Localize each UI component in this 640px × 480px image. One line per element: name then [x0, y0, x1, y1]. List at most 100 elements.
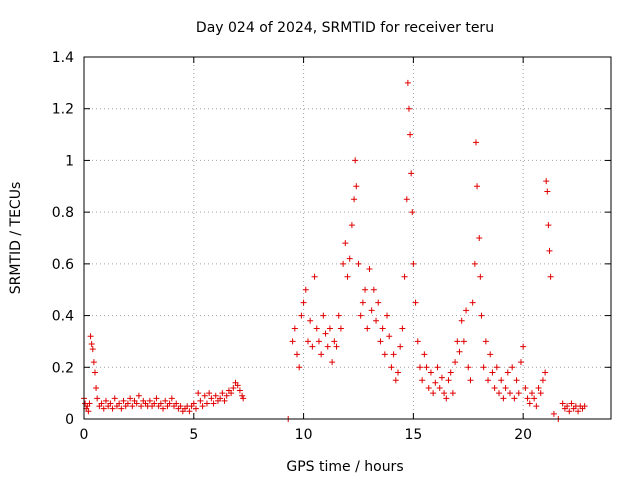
data-point: [326, 325, 333, 332]
data-point: [390, 351, 397, 358]
data-point: [311, 273, 318, 280]
data-point: [419, 377, 426, 384]
data-point: [177, 403, 184, 410]
data-point: [102, 397, 109, 404]
data-point: [477, 273, 484, 280]
data-point: [407, 131, 414, 138]
marker-layer: [81, 79, 588, 422]
data-point: [199, 403, 206, 410]
data-point: [427, 369, 434, 376]
data-point: [434, 364, 441, 371]
data-point: [381, 351, 388, 358]
data-point: [564, 403, 571, 410]
data-point: [489, 369, 496, 376]
data-point: [111, 395, 118, 402]
data-point: [348, 222, 355, 229]
data-point: [146, 397, 153, 404]
data-point: [90, 359, 97, 366]
data-point: [223, 392, 230, 399]
data-point: [504, 369, 511, 376]
data-point: [342, 240, 349, 247]
data-point: [409, 209, 416, 216]
data-point: [568, 400, 575, 407]
data-point: [359, 299, 366, 306]
data-point: [500, 395, 507, 402]
data-point: [219, 390, 226, 397]
data-point: [535, 384, 542, 391]
data-point: [456, 348, 463, 355]
data-point: [201, 392, 208, 399]
data-point: [373, 317, 380, 324]
data-point: [93, 384, 100, 391]
data-point: [340, 260, 347, 267]
data-point: [432, 379, 439, 386]
data-point: [539, 377, 546, 384]
data-point: [463, 307, 470, 314]
data-point: [87, 333, 94, 340]
data-point: [392, 377, 399, 384]
data-point: [293, 351, 300, 358]
data-point: [522, 384, 529, 391]
chart-title: Day 024 of 2024, SRMTID for receiver ter…: [196, 20, 494, 36]
data-point: [421, 351, 428, 358]
data-point: [120, 397, 127, 404]
data-point: [239, 392, 246, 399]
data-point: [116, 400, 123, 407]
data-point: [498, 377, 505, 384]
data-point: [173, 400, 180, 407]
data-point: [335, 312, 342, 319]
data-point: [430, 390, 437, 397]
data-point: [353, 183, 360, 190]
data-point: [454, 338, 461, 345]
data-point: [526, 400, 533, 407]
data-point: [452, 359, 459, 366]
data-point: [195, 390, 202, 397]
data-point: [234, 382, 241, 389]
data-point: [100, 405, 107, 412]
data-point: [86, 400, 93, 407]
data-point: [460, 338, 467, 345]
data-point: [289, 338, 296, 345]
data-point: [190, 400, 197, 407]
data-point: [357, 312, 364, 319]
data-point: [559, 400, 566, 407]
data-point: [307, 317, 314, 324]
data-point: [162, 397, 169, 404]
y-tick-label: 1.2: [52, 102, 74, 118]
data-point: [545, 222, 552, 229]
tick-layer: 0 5 10 15 20 0 0.2 0.4 0.6 0.8 1 1.2 1.4: [52, 50, 611, 443]
x-tick-label: 0: [80, 427, 89, 443]
data-point: [425, 384, 432, 391]
data-point: [331, 338, 338, 345]
data-point: [480, 364, 487, 371]
y-tick-label: 0.2: [52, 360, 74, 376]
data-point: [324, 343, 331, 350]
data-point: [217, 395, 224, 402]
data-point: [160, 405, 167, 412]
data-point: [333, 343, 340, 350]
data-point: [153, 395, 160, 402]
data-point: [221, 397, 228, 404]
data-point: [458, 317, 465, 324]
x-tick-label: 15: [404, 427, 422, 443]
data-point: [377, 338, 384, 345]
data-point: [482, 338, 489, 345]
data-point: [368, 307, 375, 314]
data-point: [313, 325, 320, 332]
data-point: [362, 286, 369, 293]
y-tick-label: 0.8: [52, 205, 74, 221]
data-point: [296, 364, 303, 371]
data-point: [346, 255, 353, 262]
data-point: [405, 105, 412, 112]
data-point: [85, 408, 92, 415]
data-point: [151, 400, 158, 407]
data-point: [89, 346, 96, 353]
data-point: [166, 400, 173, 407]
data-point: [344, 273, 351, 280]
data-point: [467, 377, 474, 384]
data-point: [472, 139, 479, 146]
data-point: [370, 286, 377, 293]
data-point: [388, 364, 395, 371]
data-point: [168, 395, 175, 402]
